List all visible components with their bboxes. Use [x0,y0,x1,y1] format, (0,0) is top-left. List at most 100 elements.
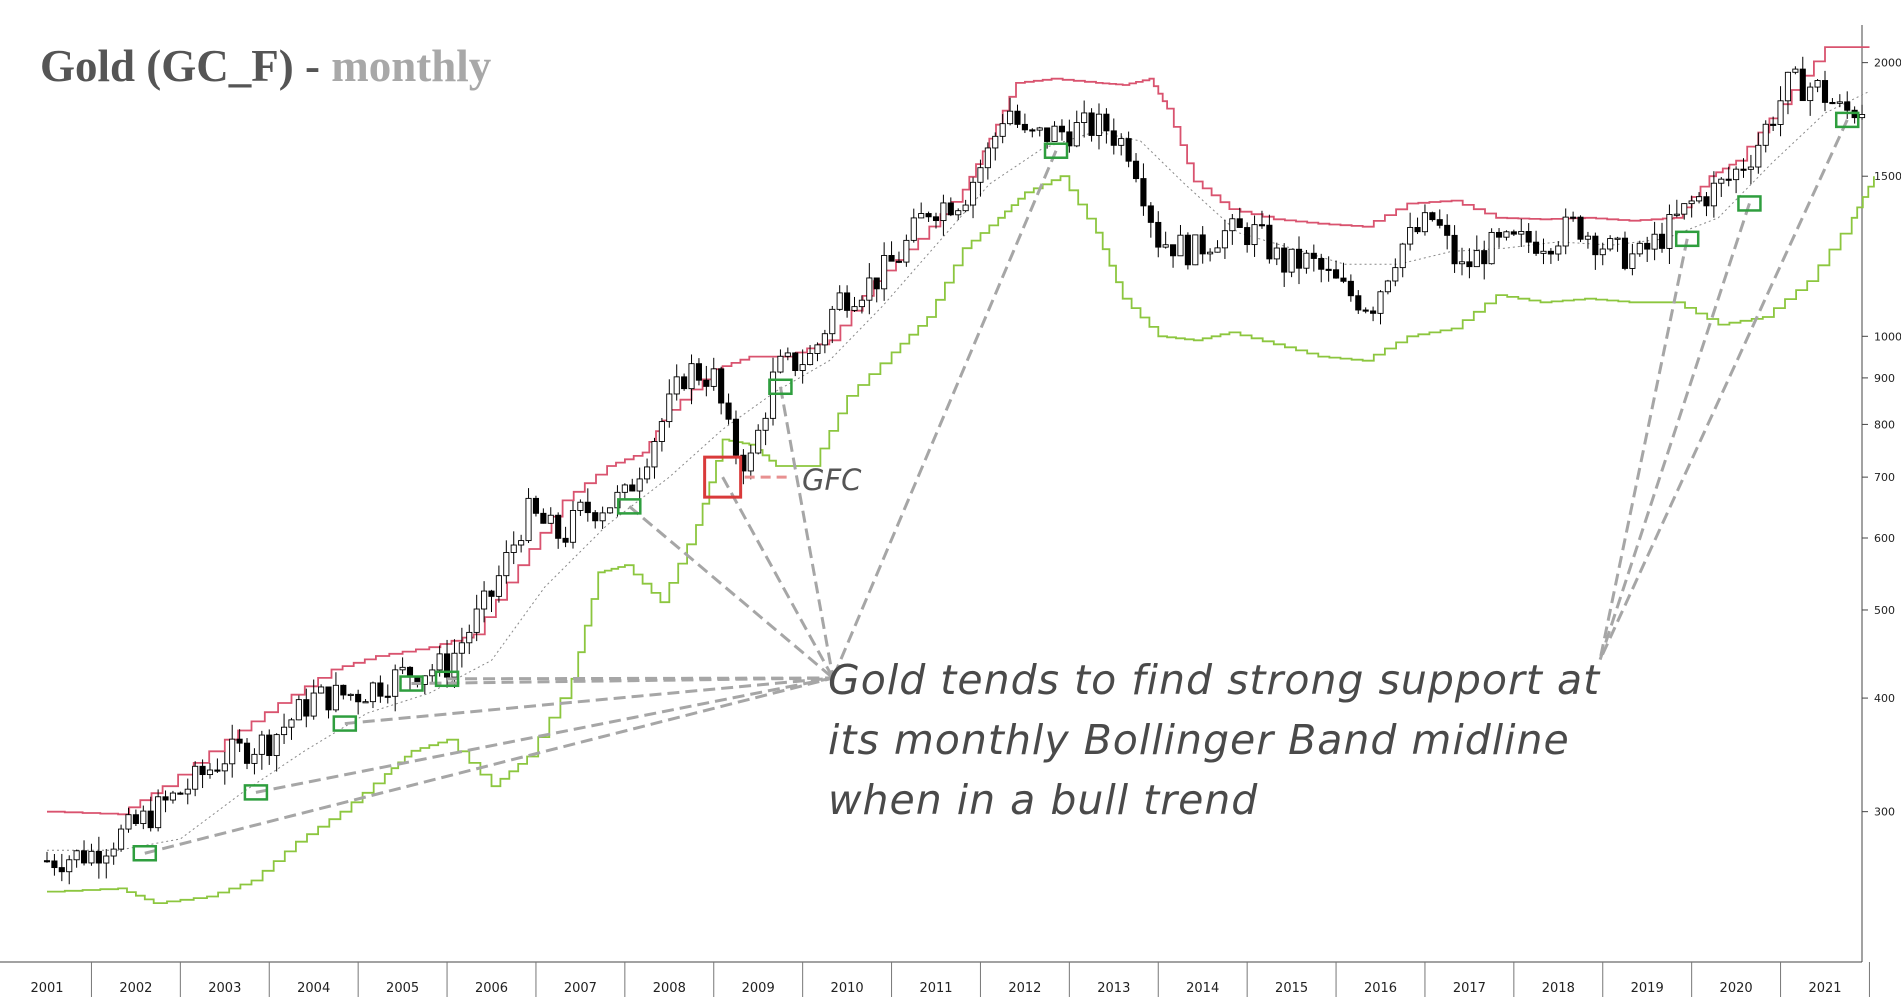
candle-body [1836,101,1843,104]
candle-body [58,867,65,873]
candle [644,458,651,484]
candle [221,751,228,785]
candle-body [147,810,154,829]
candle [1607,235,1614,252]
candle [473,594,480,642]
support-dashed-line [1598,119,1849,661]
candle [1177,224,1184,257]
candle-body [466,631,473,644]
candle-body [377,682,384,697]
x-tick-label: 2011 [919,981,952,996]
candle-body [1118,138,1125,146]
candle-body [673,376,680,395]
candle [1784,71,1792,115]
candle-body [95,850,102,864]
support-marker [132,845,158,862]
candle [1673,199,1680,218]
candle [1503,230,1510,241]
candle-body [1607,238,1614,250]
candle [1844,91,1851,119]
candle-body [1303,252,1310,269]
candle [1058,119,1065,141]
x-tick-label: 2004 [297,981,330,996]
candle-body [1266,224,1273,260]
candle [1666,204,1673,264]
candle-body [1021,123,1028,131]
candle [384,684,391,704]
candle [1466,248,1473,279]
candle [399,657,406,675]
candle-body [1051,125,1058,142]
support-marker [1043,142,1069,159]
candle-body [162,796,169,801]
candle-body [555,514,562,539]
candle [1458,247,1466,276]
candle-body [206,769,214,776]
candle-body [1540,250,1547,254]
candle-body [592,512,599,522]
candle [125,807,132,833]
candle-body [1095,113,1103,136]
candle [1792,66,1799,75]
candle-body [1399,243,1406,269]
support-marker [1737,195,1762,212]
candle-body [1384,280,1391,293]
candle-body [199,765,206,776]
candle-body [325,686,332,711]
candle-body [1481,250,1488,265]
candle [606,507,614,514]
candle-body [273,734,280,757]
candle-body [1207,251,1214,255]
candle [1244,222,1251,253]
candle [1384,279,1391,295]
candle [406,666,414,692]
candle-body [1281,247,1288,273]
chart-title-sub: monthly [331,41,492,91]
candle-body [814,344,821,354]
candle-body [792,352,799,371]
candle-body [1170,244,1177,257]
candle [903,234,910,267]
candle [88,843,95,866]
candle [355,689,362,715]
candle [1214,240,1221,253]
candle-body [1525,230,1532,243]
candle-body [1762,123,1769,146]
candle [273,733,280,772]
candle [206,763,214,779]
candle-body [821,333,828,346]
y-axis: 300 400 500 600 700 800 900 1000 1500 2000 [1862,57,1901,819]
gfc-dashed-line [721,476,835,679]
candle-body [1688,200,1695,205]
candle-body [1458,261,1466,265]
candle [1036,126,1043,137]
candle [518,534,525,553]
candle-body [777,355,784,373]
candle-body [436,653,443,671]
candle-body [51,860,58,869]
candle-body [503,552,510,577]
candle [347,693,354,701]
candle [495,565,502,603]
candle-body [177,792,184,795]
candle-body [66,859,73,873]
candle [1592,232,1599,270]
candle-body [1036,127,1043,131]
candle [1473,235,1480,268]
candle-body [1799,68,1806,102]
candle-body [88,850,95,864]
candle-body [1221,230,1228,249]
candle-body [444,653,451,678]
candle-body [155,796,162,829]
candle-body [1199,234,1206,255]
candle [873,277,880,303]
candle-body [636,478,643,492]
support-marker [1674,230,1700,248]
candle [132,809,139,826]
candle [140,805,147,830]
candle-body [169,792,176,801]
candle [725,393,732,425]
candle [1029,128,1036,138]
candle [947,197,954,217]
candle [1399,242,1406,278]
